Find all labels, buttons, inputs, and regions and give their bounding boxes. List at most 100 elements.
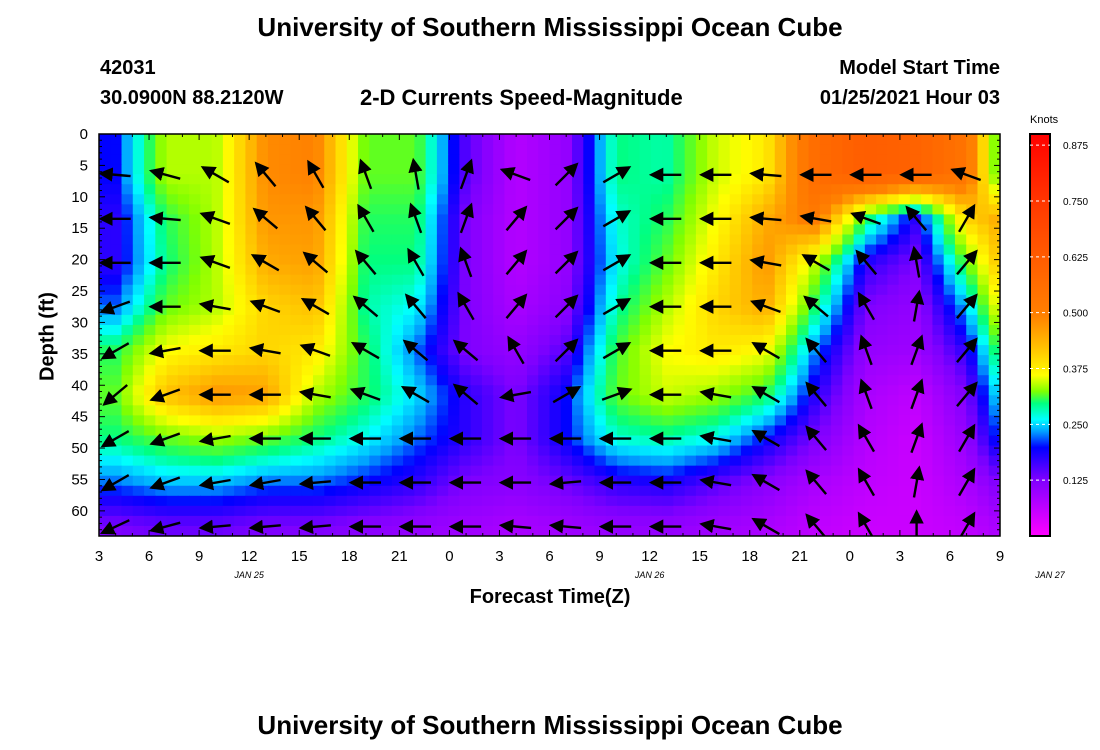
heatmap-cell: [414, 244, 427, 256]
heatmap-cell: [301, 174, 314, 185]
heatmap-cell: [515, 274, 528, 286]
heatmap-cell: [222, 425, 235, 437]
current-vector-arrow: [699, 387, 732, 402]
heatmap-cell: [110, 254, 123, 266]
heatmap-cell: [279, 214, 292, 226]
heatmap-cell: [831, 495, 843, 507]
heatmap-cell: [977, 505, 990, 517]
heatmap-cell: [988, 204, 1000, 215]
heatmap-cell: [436, 174, 449, 185]
heatmap-cell: [301, 505, 314, 517]
heatmap-cell: [538, 495, 551, 507]
heatmap-cell: [954, 244, 967, 256]
heatmap-cell: [448, 264, 460, 276]
heatmap-cell: [560, 154, 573, 165]
heatmap-cell: [470, 154, 483, 165]
heatmap-cell: [831, 405, 843, 416]
heatmap-cell: [605, 274, 618, 286]
heatmap-cell: [470, 174, 483, 185]
heatmap-cell: [526, 425, 539, 437]
heatmap-cell: [943, 485, 956, 497]
heatmap-cell: [864, 314, 877, 326]
heatmap-cell: [988, 144, 1000, 155]
heatmap-cell: [414, 184, 427, 195]
heatmap-cell: [650, 234, 663, 246]
heatmap-cell: [526, 435, 539, 447]
heatmap-cell: [538, 234, 551, 246]
heatmap-cell: [752, 204, 765, 215]
heatmap-cell: [200, 204, 213, 215]
current-vector-arrow: [505, 205, 528, 232]
heatmap-cell: [617, 525, 629, 536]
heatmap-cell: [932, 274, 945, 286]
heatmap-cell: [876, 314, 888, 326]
heatmap-cell: [144, 144, 156, 155]
heatmap-cell: [346, 274, 359, 286]
heatmap-cell: [504, 274, 517, 286]
heatmap-cell: [526, 525, 539, 536]
heatmap-cell: [786, 385, 798, 396]
heatmap-cell: [594, 445, 607, 457]
heatmap-cell: [887, 204, 900, 215]
heatmap-cell: [650, 475, 663, 487]
heatmap-cell: [144, 515, 156, 527]
current-vector-arrow: [956, 337, 978, 363]
heatmap-cell: [256, 505, 269, 517]
heatmap-cell: [481, 485, 494, 497]
heatmap-cell: [729, 144, 742, 155]
heatmap-cell: [797, 324, 810, 336]
heatmap-cell: [166, 234, 179, 246]
heatmap-cell: [831, 355, 843, 366]
heatmap-cell: [211, 365, 224, 376]
heatmap-cell: [425, 505, 438, 517]
heatmap-cell: [110, 385, 123, 396]
heatmap-cell: [887, 475, 900, 487]
heatmap-cell: [988, 335, 1000, 346]
heatmap-cell: [380, 435, 393, 447]
heatmap-cell: [301, 515, 314, 527]
heatmap-cell: [876, 395, 888, 406]
heatmap-cell: [729, 254, 742, 266]
heatmap-cell: [177, 385, 190, 396]
heatmap-cell: [966, 415, 979, 427]
x-tick-label: 6: [145, 548, 153, 565]
heatmap-cell: [583, 515, 596, 527]
heatmap-cell: [932, 365, 945, 376]
heatmap-cell: [166, 435, 179, 447]
heatmap-cell: [729, 284, 742, 296]
heatmap-cell: [786, 425, 798, 437]
current-vector-arrow: [548, 519, 582, 534]
heatmap-cell: [695, 335, 708, 346]
heatmap-cell: [740, 505, 753, 517]
heatmap-cell: [121, 435, 134, 447]
heatmap-cell: [200, 465, 213, 477]
heatmap-cell: [707, 445, 720, 457]
current-vector-arrow: [198, 432, 231, 447]
heatmap-cell: [819, 174, 832, 185]
heatmap-cell: [909, 355, 922, 366]
heatmap-cell: [628, 134, 641, 145]
heatmap-cell: [707, 314, 720, 326]
heatmap-cell: [617, 425, 629, 437]
heatmap-cell: [515, 164, 528, 175]
heatmap-cell: [921, 505, 934, 517]
heatmap-cell: [200, 445, 213, 457]
heatmap-cell: [234, 525, 247, 536]
heatmap-cell: [459, 475, 472, 487]
heatmap-cell: [572, 194, 584, 205]
heatmap-cell: [898, 154, 911, 165]
heatmap-cell: [110, 284, 123, 296]
heatmap-cell: [819, 415, 832, 427]
heatmap-cell: [436, 244, 449, 256]
heatmap-cell: [481, 244, 494, 256]
heatmap-cell: [684, 425, 697, 437]
heatmap-cell: [234, 365, 247, 376]
heatmap-cell: [594, 415, 607, 427]
heatmap-cell: [279, 515, 292, 527]
heatmap-cell: [189, 194, 201, 205]
heatmap-cell: [842, 455, 855, 467]
heatmap-cell: [448, 194, 460, 205]
heatmap-cell: [560, 425, 573, 437]
heatmap-cell: [707, 164, 720, 175]
heatmap-cell: [526, 515, 539, 527]
